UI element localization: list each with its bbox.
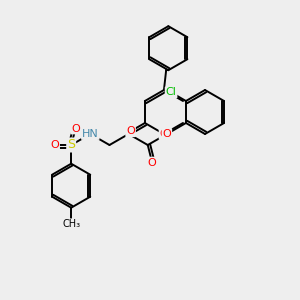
Text: O: O — [148, 158, 157, 168]
Text: Cl: Cl — [166, 87, 176, 98]
Text: O: O — [163, 129, 171, 139]
Text: O: O — [71, 124, 80, 134]
Text: O: O — [160, 129, 168, 139]
Text: HN: HN — [82, 129, 99, 139]
Text: O: O — [50, 140, 59, 150]
Text: CH₃: CH₃ — [62, 219, 80, 229]
Text: S: S — [67, 139, 75, 152]
Text: O: O — [126, 126, 135, 136]
